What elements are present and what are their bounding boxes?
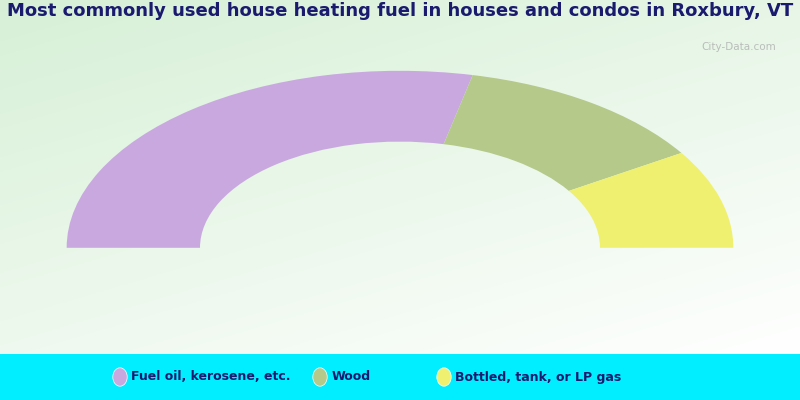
Text: City-Data.com: City-Data.com	[702, 42, 776, 52]
Text: Wood: Wood	[331, 370, 370, 384]
Text: Bottled, tank, or LP gas: Bottled, tank, or LP gas	[455, 370, 622, 384]
Text: Fuel oil, kerosene, etc.: Fuel oil, kerosene, etc.	[131, 370, 290, 384]
Ellipse shape	[313, 368, 327, 386]
Wedge shape	[66, 71, 473, 248]
Ellipse shape	[437, 368, 451, 386]
Wedge shape	[569, 153, 734, 248]
Text: Most commonly used house heating fuel in houses and condos in Roxbury, VT: Most commonly used house heating fuel in…	[7, 2, 793, 20]
Ellipse shape	[113, 368, 127, 386]
Wedge shape	[444, 75, 682, 191]
